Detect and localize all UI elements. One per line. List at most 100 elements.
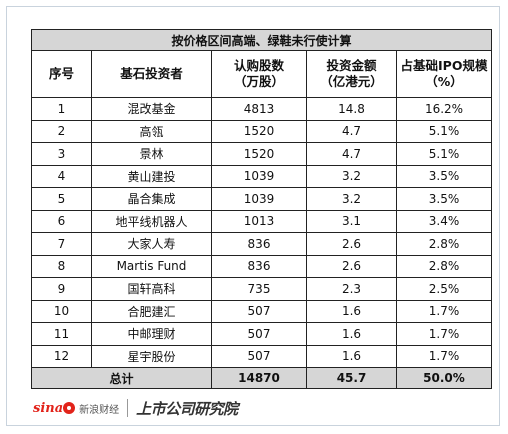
sina-logo-text: sina <box>33 400 64 416</box>
table-cell: Martis Fund <box>91 254 212 278</box>
table-row: 10 合肥建汇 507 1.6 1.7% <box>31 299 492 323</box>
table-cell: 14.8 <box>306 97 397 121</box>
table-row: 1 混改基金 4813 14.8 16.2% <box>31 97 492 121</box>
table-cell: 4.7 <box>306 142 397 166</box>
column-header-line: 认购股数 <box>233 58 284 73</box>
table-cell: 3.4% <box>396 209 492 233</box>
table-title-row: 按价格区间高端、绿鞋未行使计算 <box>31 29 492 51</box>
column-header-1: 基石投资者 <box>91 50 212 98</box>
table-row: 8 Martis Fund 836 2.6 2.8% <box>31 254 492 278</box>
table-cell: 地平线机器人 <box>91 209 212 233</box>
table-row: 9 国轩高科 735 2.3 2.5% <box>31 277 492 301</box>
total-shares: 14870 <box>211 367 307 389</box>
table-frame: 按价格区间高端、绿鞋未行使计算 序号 基石投资者 认购股数 （万股） 投资金额 （亿港元）… <box>6 6 500 426</box>
table-cell: 1.7% <box>396 322 492 346</box>
table-cell: 3.5% <box>396 164 492 188</box>
table-cell: 1039 <box>211 164 307 188</box>
table-cell: 11 <box>31 322 92 346</box>
table-cell: 2.6 <box>306 254 397 278</box>
table-cell: 4 <box>31 164 92 188</box>
table-cell: 1520 <box>211 142 307 166</box>
research-institute-logo: 上市公司研究院 <box>136 399 238 418</box>
table-cell: 星宇股份 <box>91 344 212 368</box>
table-cell: 1013 <box>211 209 307 233</box>
cornerstone-investors-table: 按价格区间高端、绿鞋未行使计算 序号 基石投资者 认购股数 （万股） 投资金额 （亿港元）… <box>31 29 492 389</box>
table-cell: 16.2% <box>396 97 492 121</box>
table-cell: 3.2 <box>306 164 397 188</box>
table-row: 7 大家人寿 836 2.6 2.8% <box>31 232 492 256</box>
table-cell: 2 <box>31 119 92 143</box>
table-cell: 8 <box>31 254 92 278</box>
table-cell: 1.7% <box>396 299 492 323</box>
table-cell: 1.6 <box>306 344 397 368</box>
table-cell: 4813 <box>211 97 307 121</box>
footer-divider <box>127 399 129 417</box>
table-cell: 5.1% <box>396 119 492 143</box>
table-cell: 3 <box>31 142 92 166</box>
table-cell: 混改基金 <box>91 97 212 121</box>
table-header-row: 序号 基石投资者 认购股数 （万股） 投资金额 （亿港元） 占基础IPO规模 （%） <box>31 50 492 98</box>
table-cell: 1520 <box>211 119 307 143</box>
table-cell: 735 <box>211 277 307 301</box>
column-header-0: 序号 <box>31 50 92 98</box>
table-cell: 5.1% <box>396 142 492 166</box>
total-percent: 50.0% <box>396 367 492 389</box>
table-row: 6 地平线机器人 1013 3.1 3.4% <box>31 209 492 233</box>
table-cell: 高瓴 <box>91 119 212 143</box>
column-header-line: （亿港元） <box>320 74 383 89</box>
column-header-line: （万股） <box>233 74 284 89</box>
table-row: 5 晶合集成 1039 3.2 3.5% <box>31 187 492 211</box>
table-cell: 1.6 <box>306 322 397 346</box>
table-row: 3 景林 1520 4.7 5.1% <box>31 142 492 166</box>
total-row: 总计 14870 45.7 50.0% <box>31 367 492 389</box>
table-row: 12 星宇股份 507 1.6 1.7% <box>31 344 492 368</box>
table-cell: 景林 <box>91 142 212 166</box>
column-header-line: （%） <box>425 74 463 89</box>
table-cell: 1.6 <box>306 299 397 323</box>
table-cell: 2.8% <box>396 254 492 278</box>
column-header-line: 序号 <box>48 66 74 81</box>
table-cell: 1.7% <box>396 344 492 368</box>
table-cell: 黄山建投 <box>91 164 212 188</box>
table-row: 2 高瓴 1520 4.7 5.1% <box>31 119 492 143</box>
table-cell: 507 <box>211 344 307 368</box>
table-title: 按价格区间高端、绿鞋未行使计算 <box>31 29 492 51</box>
table-cell: 836 <box>211 254 307 278</box>
total-amount: 45.7 <box>306 367 397 389</box>
table-cell: 4.7 <box>306 119 397 143</box>
table-cell: 507 <box>211 299 307 323</box>
table-cell: 1039 <box>211 187 307 211</box>
column-header-line: 投资金额 <box>326 58 377 73</box>
table-body: 1 混改基金 4813 14.8 16.2% 2 高瓴 1520 4.7 5.1% 3 景林 1520 4… <box>31 97 492 368</box>
column-header-3: 投资金额 （亿港元） <box>306 50 397 98</box>
table-cell: 2.8% <box>396 232 492 256</box>
table-cell: 836 <box>211 232 307 256</box>
sina-finance-logo: sina 新浪财经 <box>33 401 119 416</box>
table-cell: 6 <box>31 209 92 233</box>
table-cell: 9 <box>31 277 92 301</box>
table-cell: 10 <box>31 299 92 323</box>
table-cell: 12 <box>31 344 92 368</box>
sina-finance-name: 新浪财经 <box>79 404 120 416</box>
table-cell: 5 <box>31 187 92 211</box>
table-cell: 2.5% <box>396 277 492 301</box>
column-header-line: 占基础IPO规模 <box>400 58 488 73</box>
total-label: 总计 <box>31 367 212 389</box>
column-header-line: 基石投资者 <box>120 66 183 81</box>
table-cell: 1 <box>31 97 92 121</box>
table-cell: 7 <box>31 232 92 256</box>
table-cell: 合肥建汇 <box>91 299 212 323</box>
column-header-4: 占基础IPO规模 （%） <box>396 50 492 98</box>
table-cell: 507 <box>211 322 307 346</box>
table-cell: 3.2 <box>306 187 397 211</box>
sina-eye-icon <box>63 402 76 414</box>
table-cell: 3.5% <box>396 187 492 211</box>
table-cell: 3.1 <box>306 209 397 233</box>
column-header-2: 认购股数 （万股） <box>211 50 307 98</box>
table-cell: 晶合集成 <box>91 187 212 211</box>
table-cell: 大家人寿 <box>91 232 212 256</box>
table-cell: 2.6 <box>306 232 397 256</box>
table-cell: 2.3 <box>306 277 397 301</box>
table-cell: 国轩高科 <box>91 277 212 301</box>
footer-brands: sina 新浪财经 上市公司研究院 <box>33 396 238 420</box>
